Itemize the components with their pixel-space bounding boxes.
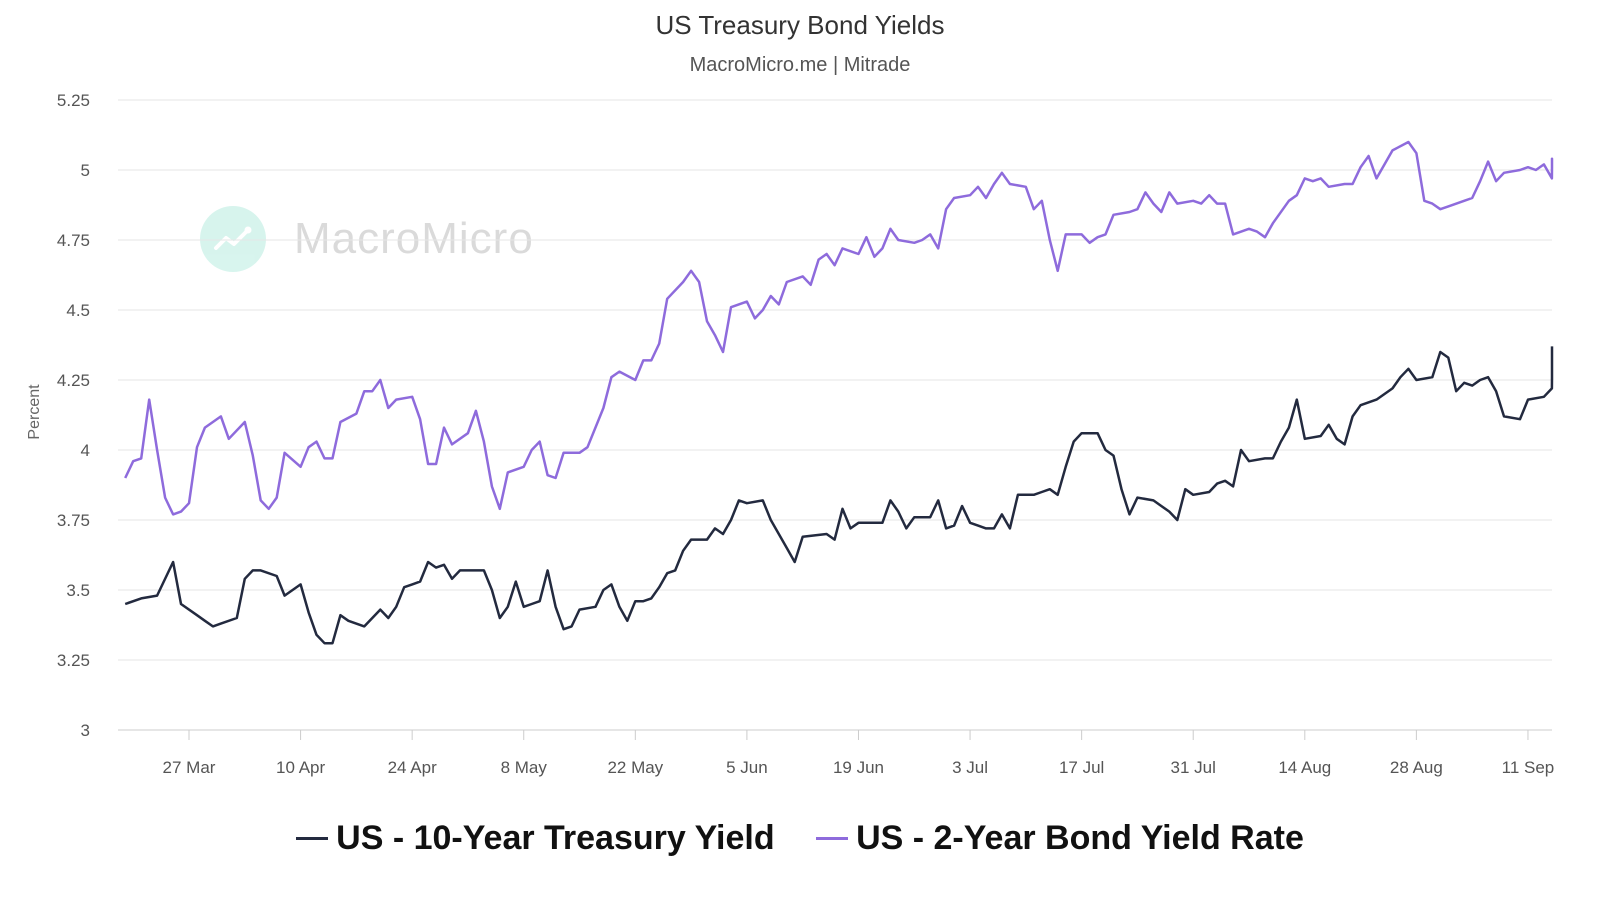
x-tick-label-5: 5 Jun — [726, 758, 768, 777]
trend-chart-icon — [200, 206, 266, 272]
legend-item-2y[interactable]: US - 2-Year Bond Yield Rate — [816, 819, 1304, 858]
chart-title: US Treasury Bond Yields — [655, 10, 945, 40]
x-tick-label-0: 27 Mar — [163, 758, 216, 777]
x-tick-labels: 27 Mar 10 Apr 24 Apr 8 May 22 May 5 Jun 19 Jun… — [163, 758, 1555, 777]
grid-layer — [118, 99, 1552, 740]
x-tick-label-12: 11 Sep — [1502, 758, 1555, 777]
watermark: MacroMicro — [200, 206, 534, 272]
y-tick-label-3: 4.5 — [66, 301, 90, 320]
x-tick-label-11: 28 Aug — [1390, 758, 1443, 777]
y-tick-label-1: 5 — [81, 161, 90, 180]
x-tick-label-1: 10 Apr — [276, 758, 325, 777]
y-tick-label-2: 4.75 — [57, 231, 90, 250]
x-tick-label-3: 8 May — [501, 758, 548, 777]
watermark-text: MacroMicro — [294, 214, 534, 263]
x-tick-label-7: 3 Jul — [952, 758, 988, 777]
legend-label-10y: US - 10-Year Treasury Yield — [336, 819, 775, 857]
y-tick-label-4: 4.25 — [57, 371, 90, 390]
x-tick-label-6: 19 Jun — [833, 758, 884, 777]
legend-swatch-10y — [296, 837, 329, 840]
legend-swatch-2y — [816, 837, 849, 840]
series-line-2y — [124, 140, 1554, 516]
x-tick-label-4: 22 May — [607, 758, 663, 777]
legend-label-2y: US - 2-Year Bond Yield Rate — [856, 819, 1304, 857]
y-tick-label-5: 4 — [81, 441, 90, 460]
x-tick-label-2: 24 Apr — [388, 758, 437, 777]
y-tick-label-6: 3.75 — [57, 511, 90, 530]
y-tick-label-9: 3 — [81, 721, 90, 740]
y-tick-labels: 5.25 5 4.75 4.5 4.25 4 3.75 3.5 3.25 3 — [57, 91, 90, 740]
legend-item-10y[interactable]: US - 10-Year Treasury Yield — [296, 819, 775, 858]
y-tick-label-7: 3.5 — [66, 581, 90, 600]
y-axis-title: Percent — [26, 384, 43, 440]
legend: US - 10-Year Treasury Yield US - 2-Year … — [0, 810, 1600, 858]
chart-subtitle: MacroMicro.me | Mitrade — [689, 54, 911, 76]
x-tick-label-9: 31 Jul — [1171, 758, 1216, 777]
y-tick-label-8: 3.25 — [57, 651, 90, 670]
y-tick-label-0: 5.25 — [57, 91, 90, 110]
x-tick-label-10: 14 Aug — [1278, 758, 1331, 777]
x-tick-label-8: 17 Jul — [1059, 758, 1104, 777]
series-line-10y — [124, 346, 1554, 645]
series-layer — [124, 140, 1554, 645]
